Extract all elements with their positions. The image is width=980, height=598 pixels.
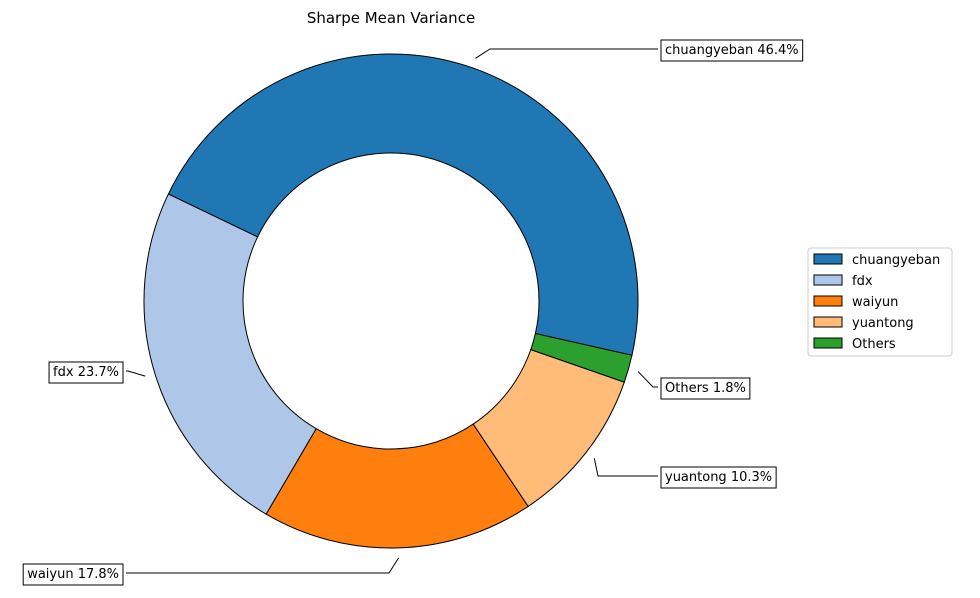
chart-title: Sharpe Mean Variance <box>307 9 475 27</box>
slice-label-box-yuantong <box>660 466 777 489</box>
slice-label-box-others <box>660 377 751 400</box>
slice-label-waiyun: waiyun 17.8% <box>27 567 119 582</box>
legend: chuangyeban fdx waiyun yuantong Others <box>807 247 953 357</box>
legend-swatch-fdx <box>813 274 843 286</box>
legend-swatch-chuangyeban <box>813 253 843 265</box>
slice-fdx <box>143 193 317 515</box>
leader-line-chuangyeban <box>475 48 658 59</box>
leader-line-yuantong <box>593 458 658 477</box>
slice-label-chuangyeban: chuangyeban 46.4% <box>665 43 799 58</box>
slice-label-box-chuangyeban <box>660 39 804 62</box>
slice-label-box-waiyun <box>22 563 124 586</box>
slice-chuangyeban <box>167 53 639 356</box>
leader-line-others <box>637 371 658 388</box>
legend-swatch-yuantong <box>813 316 843 328</box>
slice-labels: chuangyeban 46.4% fdx 23.7% waiyun 17.8% yu… <box>22 39 804 586</box>
legend-frame <box>807 247 953 357</box>
legend-label-fdx: fdx <box>852 274 873 289</box>
legend-swatch-waiyun <box>813 295 843 307</box>
legend-label-chuangyeban: chuangyeban <box>852 253 940 268</box>
legend-label-others: Others <box>852 337 896 352</box>
slice-waiyun <box>265 423 529 549</box>
leader-line-waiyun <box>126 557 400 574</box>
slice-label-fdx: fdx 23.7% <box>53 365 119 380</box>
legend-swatch-others <box>813 337 843 349</box>
slice-others <box>530 332 633 383</box>
legend-label-yuantong: yuantong <box>852 316 914 331</box>
donut-slices <box>143 53 639 549</box>
slice-label-yuantong: yuantong 10.3% <box>665 470 772 485</box>
slice-label-others: Others 1.8% <box>665 381 746 396</box>
legend-label-waiyun: waiyun <box>852 295 898 310</box>
slice-label-box-fdx <box>48 361 124 384</box>
leader-line-fdx <box>126 370 146 377</box>
